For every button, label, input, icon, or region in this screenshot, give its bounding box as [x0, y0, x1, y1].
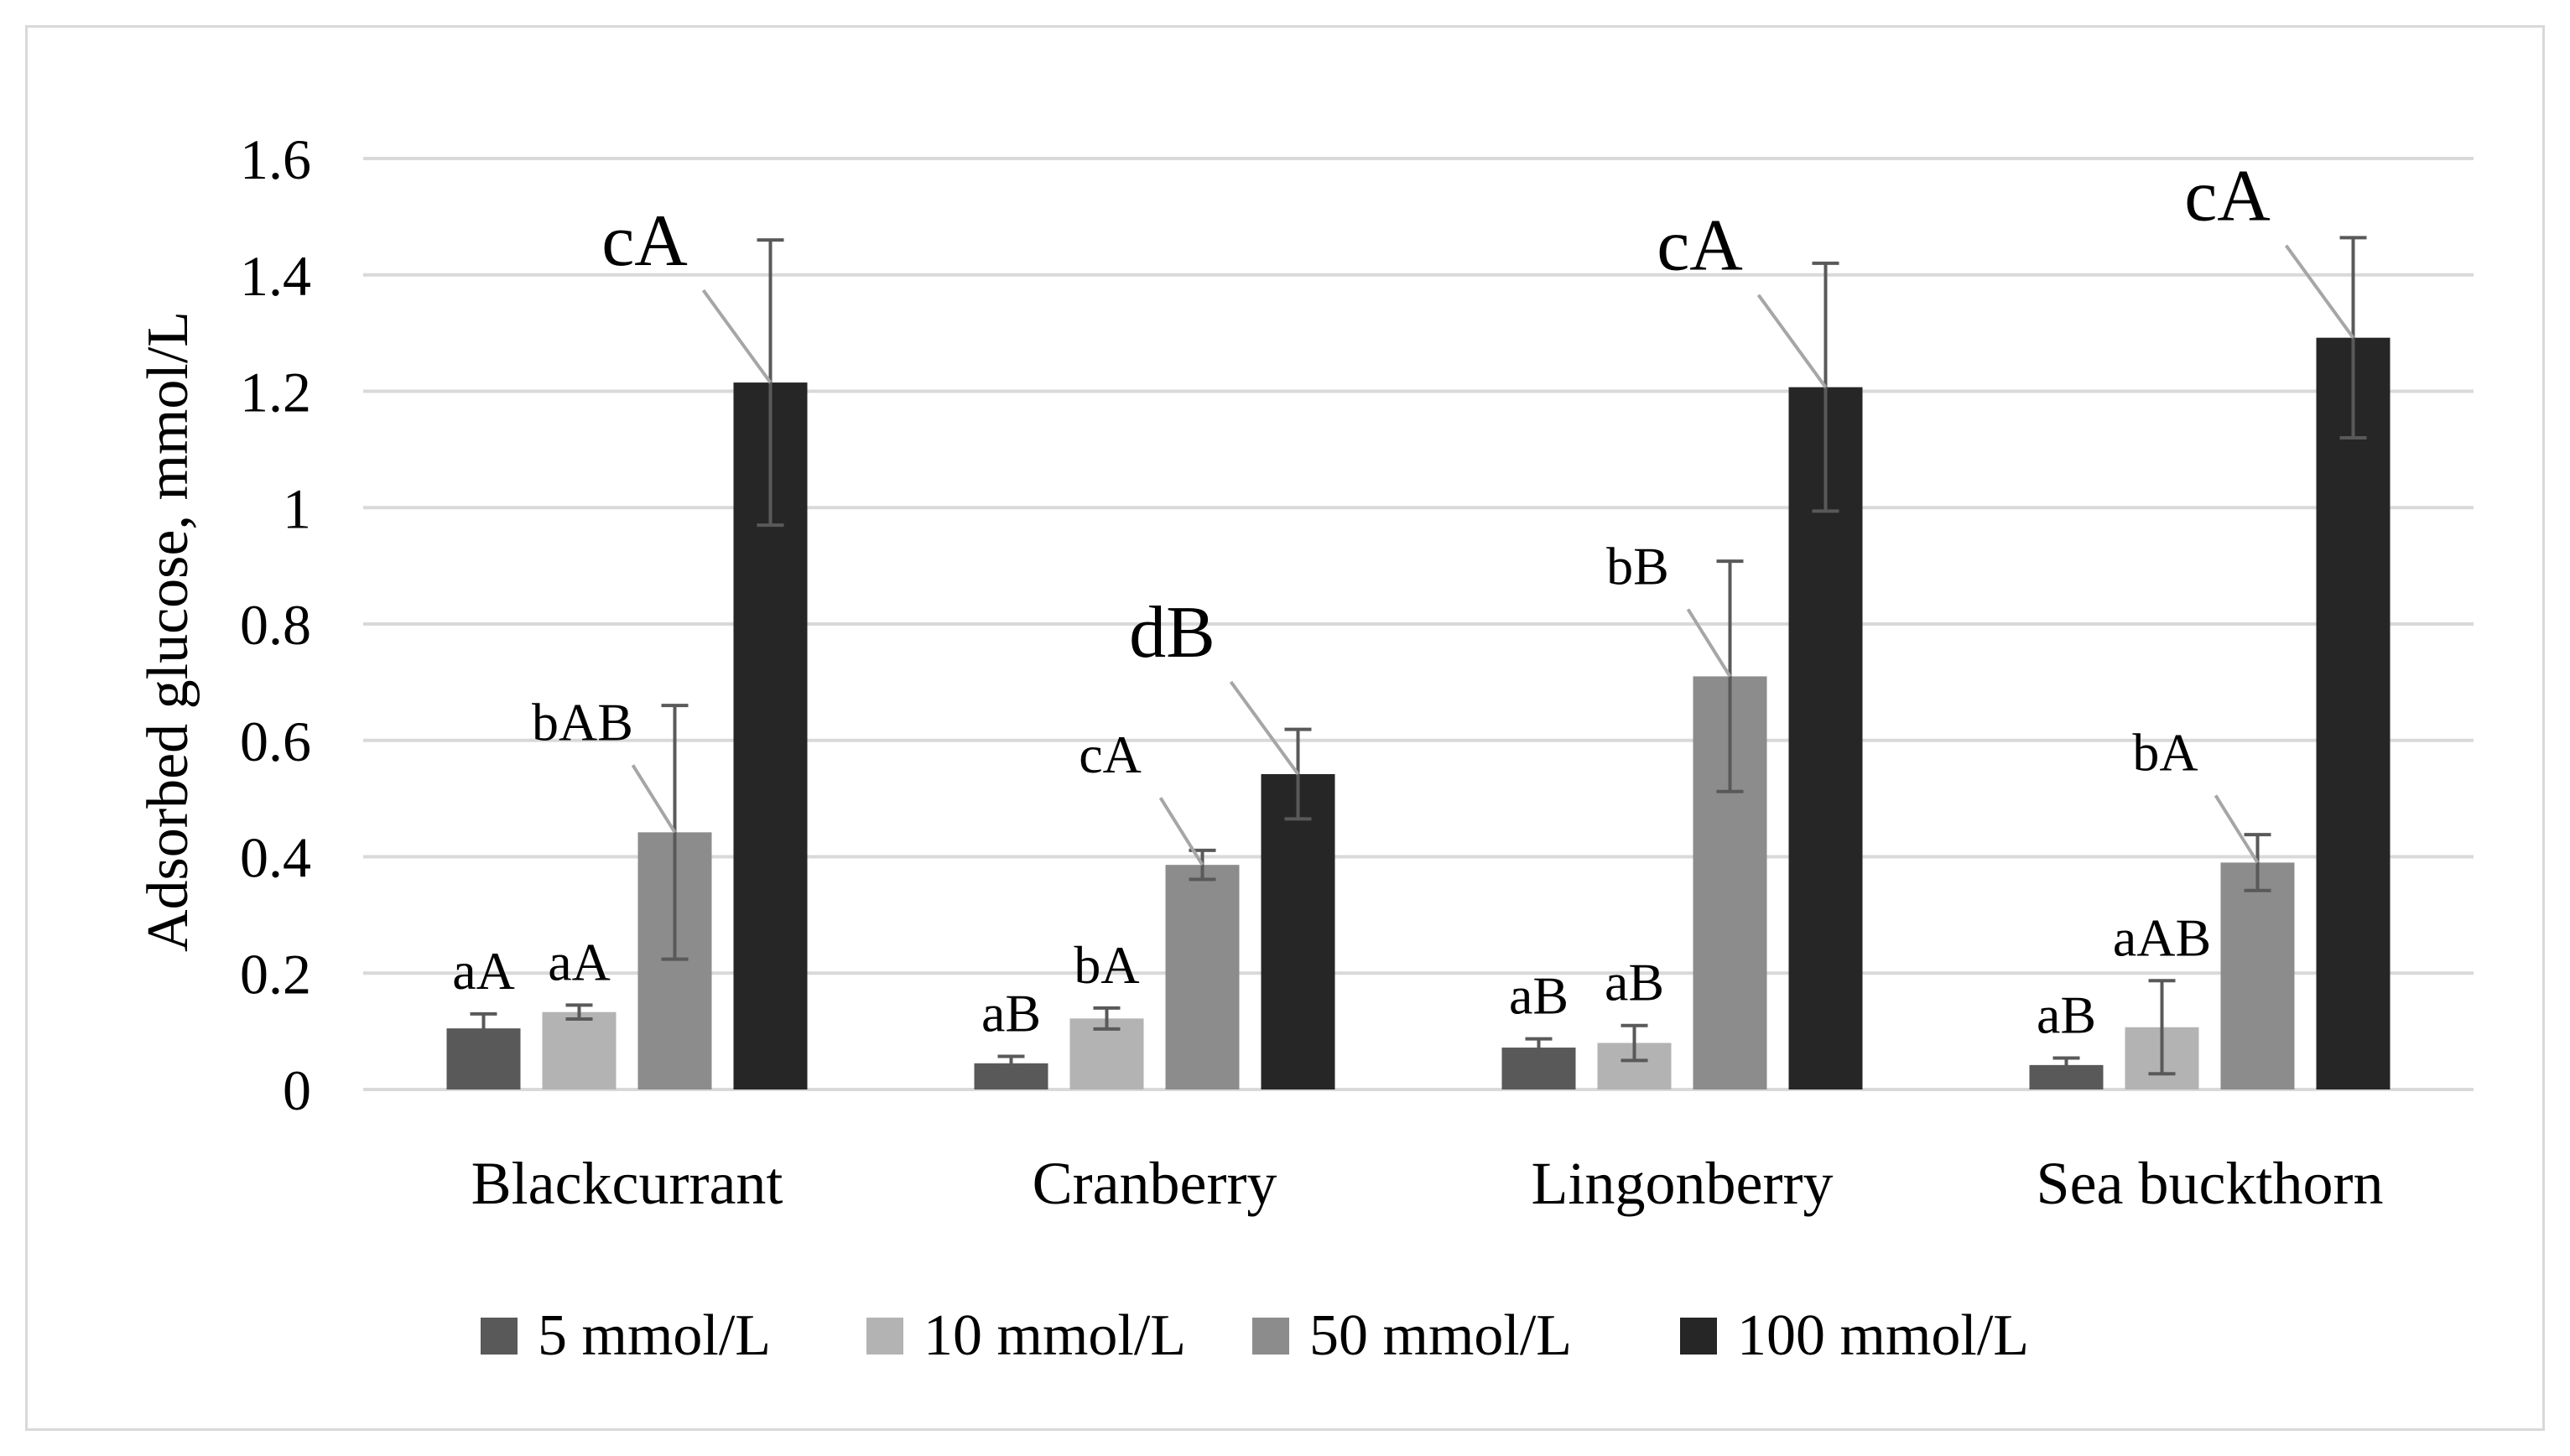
label-leader-line	[631, 764, 677, 834]
significance-label: cA	[1657, 205, 1743, 287]
significance-label: aA	[452, 941, 515, 1001]
significance-label: bAB	[532, 692, 633, 751]
y-axis-ticks: 0 0.2 0.4 0.6 0.8 1 1.2 1.4 1.6	[240, 127, 311, 1122]
significance-label: bA	[2132, 722, 2198, 782]
significance-label: aB	[981, 983, 1041, 1043]
significance-labels: aA aA bAB cA aB bA cA dB aB aB bB cA aB aAB bA cA	[452, 156, 2355, 1045]
significance-label: aB	[2037, 985, 2096, 1045]
bar	[2316, 337, 2391, 1089]
y-tick-label: 0.2	[240, 942, 311, 1006]
x-category-label: Sea buckthorn	[2037, 1150, 2384, 1217]
legend-swatch	[866, 1318, 903, 1355]
label-leader-line	[701, 289, 773, 384]
significance-label: cA	[1079, 725, 1142, 784]
legend-swatch	[481, 1318, 518, 1355]
y-axis-label: Adsorbed glucose, mmol/L	[136, 311, 200, 952]
y-tick-label: 1.6	[240, 127, 311, 191]
y-tick-label: 1	[283, 476, 311, 540]
label-leader-line	[2214, 794, 2260, 864]
label-leader-line	[1229, 680, 1300, 776]
bar	[1261, 773, 1335, 1089]
y-tick-label: 0	[283, 1058, 311, 1122]
legend-swatch	[1252, 1318, 1289, 1355]
legend-swatch	[1680, 1318, 1717, 1355]
bar	[1165, 865, 1240, 1089]
gridlines	[363, 157, 2474, 1091]
legend-label: 100 mmol/L	[1737, 1303, 2029, 1368]
label-leader-line	[1686, 608, 1732, 678]
y-tick-label: 1.4	[240, 244, 311, 308]
x-category-label: Blackcurrant	[471, 1150, 783, 1217]
legend: 5 mmol/L 10 mmol/L 50 mmol/L 100 mmol/L	[481, 1303, 2029, 1368]
y-tick-label: 0.6	[240, 710, 311, 773]
significance-label: dB	[1129, 592, 1215, 673]
significance-label: bA	[1074, 935, 1139, 995]
x-category-label: Cranberry	[1033, 1150, 1277, 1217]
legend-label: 5 mmol/L	[538, 1303, 771, 1368]
legend-label: 50 mmol/L	[1309, 1303, 1572, 1368]
bar	[542, 1011, 616, 1089]
bar-chart: 0 0.2 0.4 0.6 0.8 1 1.2 1.4 1.6 Adsorbed glucose…	[136, 127, 2474, 1368]
y-tick-label: 0.8	[240, 593, 311, 657]
bar	[2220, 862, 2295, 1089]
significance-label: aAB	[2113, 907, 2211, 967]
label-leader-line	[1158, 797, 1204, 866]
category-labels: Blackcurrant Cranberry Lingonberry Sea buck…	[471, 1150, 2384, 1217]
x-category-label: Lingonberry	[1532, 1150, 1834, 1217]
chart-frame: 0 0.2 0.4 0.6 0.8 1 1.2 1.4 1.6 Adsorbed glucose…	[25, 25, 2545, 1431]
label-leader-line	[1756, 294, 1828, 388]
bars	[446, 337, 2391, 1089]
significance-label: aA	[548, 932, 611, 991]
y-tick-label: 0.4	[240, 826, 311, 890]
y-tick-label: 1.2	[240, 361, 311, 424]
label-leader-line	[2284, 244, 2355, 339]
significance-label: cA	[601, 200, 688, 282]
legend-label: 10 mmol/L	[923, 1303, 1186, 1368]
significance-label: cA	[2184, 156, 2271, 237]
significance-label: aB	[1605, 953, 1664, 1012]
significance-label: aB	[1509, 966, 1569, 1026]
significance-label: bB	[1606, 536, 1669, 595]
